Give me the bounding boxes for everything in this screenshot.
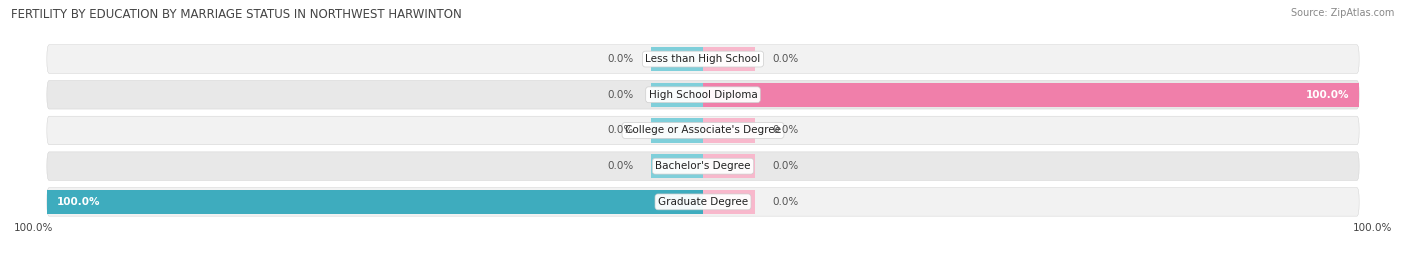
Bar bbox=[703, 83, 1360, 107]
Text: 0.0%: 0.0% bbox=[772, 197, 799, 207]
Bar bbox=[703, 154, 755, 178]
Text: Source: ZipAtlas.com: Source: ZipAtlas.com bbox=[1291, 8, 1395, 18]
Text: FERTILITY BY EDUCATION BY MARRIAGE STATUS IN NORTHWEST HARWINTON: FERTILITY BY EDUCATION BY MARRIAGE STATU… bbox=[11, 8, 463, 21]
Text: Bachelor's Degree: Bachelor's Degree bbox=[655, 161, 751, 171]
Text: High School Diploma: High School Diploma bbox=[648, 90, 758, 100]
Text: Less than High School: Less than High School bbox=[645, 54, 761, 64]
Text: 100.0%: 100.0% bbox=[14, 223, 53, 233]
Text: 0.0%: 0.0% bbox=[772, 54, 799, 64]
Bar bbox=[703, 47, 755, 71]
Text: College or Associate's Degree: College or Associate's Degree bbox=[626, 125, 780, 136]
FancyBboxPatch shape bbox=[46, 45, 1360, 73]
FancyBboxPatch shape bbox=[46, 187, 1360, 216]
Text: Graduate Degree: Graduate Degree bbox=[658, 197, 748, 207]
Bar bbox=[651, 47, 703, 71]
FancyBboxPatch shape bbox=[46, 80, 1360, 109]
FancyBboxPatch shape bbox=[46, 152, 1360, 180]
Bar bbox=[46, 190, 703, 214]
Text: 100.0%: 100.0% bbox=[1353, 223, 1392, 233]
Text: 100.0%: 100.0% bbox=[56, 197, 100, 207]
Text: 0.0%: 0.0% bbox=[607, 90, 634, 100]
Text: 0.0%: 0.0% bbox=[772, 125, 799, 136]
Bar bbox=[651, 83, 703, 107]
Text: 100.0%: 100.0% bbox=[1306, 90, 1350, 100]
Text: 0.0%: 0.0% bbox=[607, 125, 634, 136]
Bar bbox=[703, 118, 755, 143]
Text: 0.0%: 0.0% bbox=[607, 161, 634, 171]
Bar bbox=[651, 154, 703, 178]
Text: 0.0%: 0.0% bbox=[772, 161, 799, 171]
Bar bbox=[651, 118, 703, 143]
Bar bbox=[703, 190, 755, 214]
FancyBboxPatch shape bbox=[46, 116, 1360, 145]
Text: 0.0%: 0.0% bbox=[607, 54, 634, 64]
